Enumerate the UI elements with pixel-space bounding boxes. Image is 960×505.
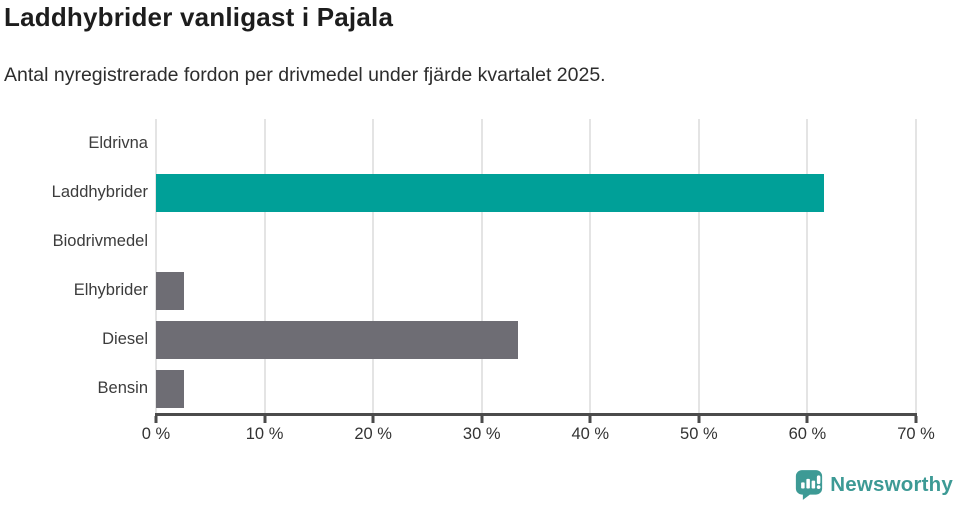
bar-elhybrider [156, 271, 185, 310]
gridline-50 [697, 119, 700, 413]
category-label-bensin: Bensin [97, 379, 148, 397]
newsworthy-logo: Newsworthy [795, 469, 953, 500]
bar-laddhybrider [156, 173, 824, 212]
x-tick-40 [588, 416, 592, 423]
gridline-70 [915, 119, 917, 413]
x-tick-30 [480, 416, 484, 423]
x-tick-70 [914, 416, 918, 423]
gridline-20 [372, 119, 375, 413]
x-tick-label-60: 60 % [788, 425, 827, 443]
gridline-10 [263, 119, 266, 413]
x-tick-10 [263, 416, 267, 423]
x-tick-label-20: 20 % [354, 425, 392, 443]
newsworthy-logo-text: Newsworthy [830, 472, 953, 496]
category-label-elhybrider: Elhybrider [73, 281, 148, 299]
x-tick-label-30: 30 % [462, 425, 501, 443]
y-axis-category-labels: Eldrivna Laddhybrider Biodrivmedel Elhybrid… [0, 119, 148, 413]
chart-subtitle: Antal nyregistrerade fordon per drivmede… [4, 64, 606, 86]
gridline-30 [480, 119, 483, 413]
x-tick-20 [371, 416, 375, 423]
bar-bensin [156, 369, 185, 408]
x-tick-50 [697, 416, 701, 423]
x-tick-label-50: 50 % [680, 425, 718, 443]
x-tick-label-0: 0 % [141, 425, 171, 443]
newsworthy-speech-bubble-chart-icon [795, 469, 823, 500]
gridline-60 [806, 119, 809, 413]
plot-area: 0 % 10 % 20 % 30 % 40 % 50 % 60 % 70 % [142, 119, 935, 443]
gridline-0 [155, 119, 157, 413]
bar-diesel [156, 320, 518, 359]
gridline-40 [589, 119, 592, 413]
x-tick-0 [154, 416, 158, 423]
x-tick-label-10: 10 % [245, 425, 284, 443]
category-label-eldrivna: Eldrivna [88, 134, 148, 152]
x-tick-label-40: 40 % [571, 425, 610, 443]
x-tick-label-70: 70 % [897, 425, 935, 443]
x-axis-line [155, 413, 917, 416]
category-label-diesel: Diesel [102, 330, 148, 348]
category-label-biodrivmedel: Biodrivmedel [52, 232, 148, 250]
category-label-laddhybrider: Laddhybrider [51, 183, 148, 201]
x-tick-60 [805, 416, 809, 423]
chart-title: Laddhybrider vanligast i Pajala [4, 2, 394, 32]
